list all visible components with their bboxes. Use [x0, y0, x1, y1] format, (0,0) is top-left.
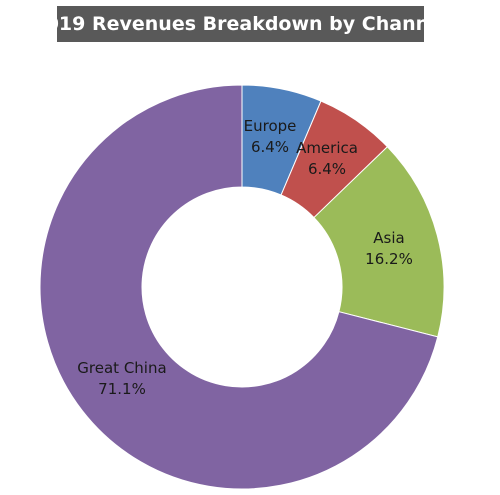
- slice-label-asia: Asia: [373, 229, 404, 247]
- slice-label-great-china: Great China: [77, 359, 166, 377]
- slice-percent-great-china: 71.1%: [98, 380, 146, 398]
- slice-label-europe: Europe: [244, 117, 297, 135]
- slice-percent-europe: 6.4%: [251, 138, 289, 156]
- slice-percent-asia: 16.2%: [365, 250, 413, 268]
- slice-asia: [313, 146, 445, 338]
- chart-title: 2019 Revenues Breakdown by Channel: [32, 13, 449, 35]
- slice-label-america: America: [296, 139, 358, 157]
- slice-great-china: [39, 84, 439, 490]
- slice-percent-america: 6.4%: [308, 160, 346, 178]
- chart-title-bar: 2019 Revenues Breakdown by Channel: [32, 6, 449, 42]
